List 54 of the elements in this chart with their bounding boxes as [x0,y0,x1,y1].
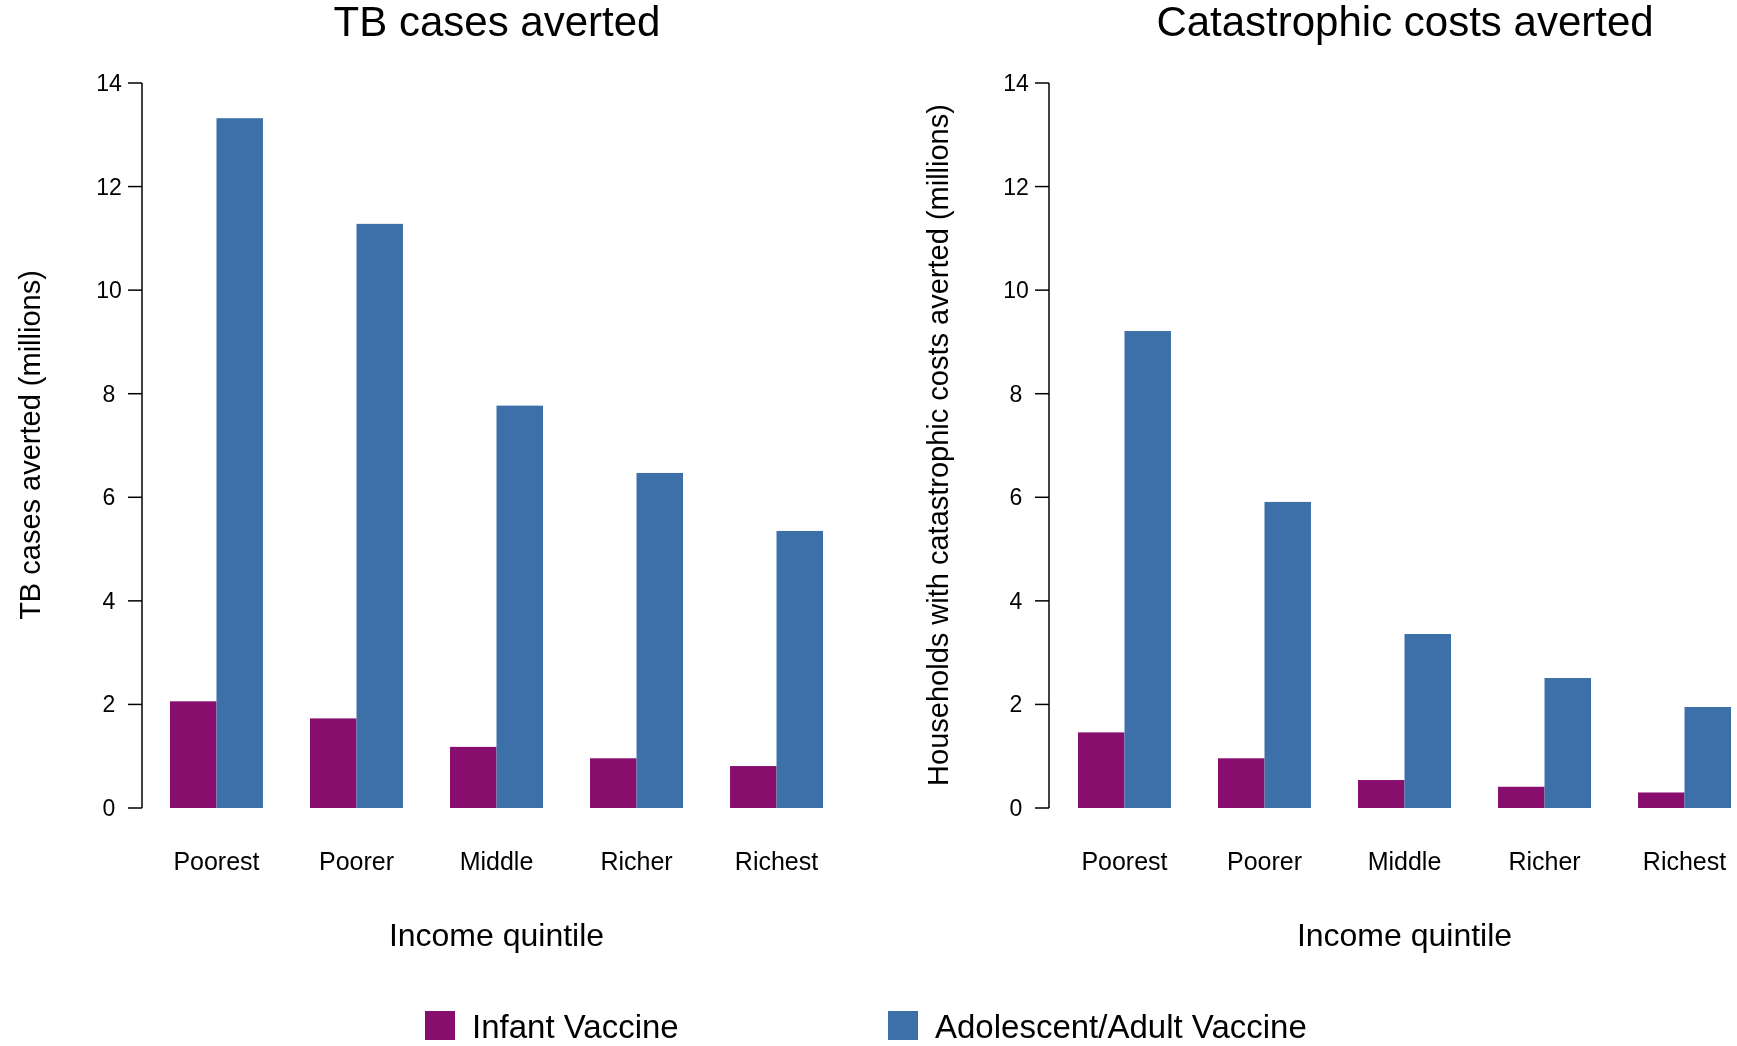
y-tick-label: 6 [1009,484,1023,511]
x-tick-label: Middle [459,847,534,875]
y-axis-title: TB cases averted (millions) [14,270,47,620]
bar [636,472,683,808]
x-tick-label: Richer [1508,847,1581,875]
bar [1638,792,1685,808]
y-axis-title: Households with catastrophic costs averted (millions) [922,104,955,786]
legend-label: Infant Vaccine [472,1007,679,1045]
x-tick-label: Poorer [318,847,395,875]
bar [1498,786,1545,808]
x-tick-label: Poorest [173,847,260,875]
y-tick-label: 6 [102,484,116,511]
bar [356,223,403,808]
y-tick-label: 4 [102,587,116,614]
bar [1124,331,1171,808]
x-tick-label: Poorer [1226,847,1303,875]
bar [310,718,357,808]
bar [450,746,497,808]
y-tick-label: 8 [1009,380,1023,407]
bar [1544,678,1591,808]
bar [590,758,637,808]
y-tick-label: 12 [1003,173,1029,200]
x-tick-label: Richest [734,847,819,875]
y-tick-label: 0 [102,795,116,822]
bar [1404,634,1451,808]
bar [730,766,777,808]
y-tick-label: 2 [102,691,116,718]
x-tick-label: Richer [600,847,673,875]
x-tick-label: Middle [1367,847,1442,875]
y-tick-label: 4 [1009,587,1023,614]
chart-title: Catastrophic costs averted [1156,0,1654,45]
y-tick-label: 8 [102,380,116,407]
bar [496,405,543,808]
y-tick-label: 10 [1003,277,1029,304]
y-tick-label: 0 [1009,795,1023,822]
x-tick-label: Poorest [1081,847,1168,875]
bar [776,530,823,808]
bar [1078,732,1125,808]
bar [1684,707,1731,808]
x-axis-title: Income quintile [1296,917,1513,953]
bar [1218,758,1265,808]
y-tick-label: 14 [1003,70,1029,97]
bar [1358,780,1405,808]
y-tick-label: 10 [96,277,122,304]
x-axis-title: Income quintile [388,917,605,953]
y-tick-label: 2 [1009,691,1023,718]
bar [216,118,263,808]
bar [1264,501,1311,808]
bar [170,701,217,808]
x-tick-label: Richest [1642,847,1727,875]
legend-label: Adolescent/Adult Vaccine [935,1007,1307,1045]
y-tick-label: 14 [96,70,122,97]
y-tick-label: 12 [96,173,122,200]
chart-title: TB cases averted [333,0,661,45]
